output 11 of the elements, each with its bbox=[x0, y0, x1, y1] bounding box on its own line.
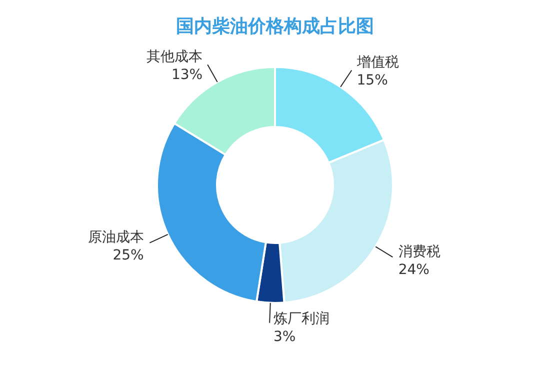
data-label: 3% bbox=[274, 328, 296, 345]
data-label: 15% bbox=[356, 72, 388, 89]
data-label: 13% bbox=[171, 66, 203, 83]
data-label: 25% bbox=[112, 248, 144, 264]
slice-label: 增值税 bbox=[356, 54, 399, 71]
data-label: 24% bbox=[398, 262, 430, 278]
slice-label: 其他成本 bbox=[146, 48, 203, 65]
slice-label: 炼厂利润 bbox=[274, 310, 330, 327]
slice-label: 消费税 bbox=[398, 244, 440, 260]
slice-label: 原油成本 bbox=[88, 230, 144, 246]
chart-title: 国内柴油价格构成占比图 bbox=[175, 15, 375, 38]
